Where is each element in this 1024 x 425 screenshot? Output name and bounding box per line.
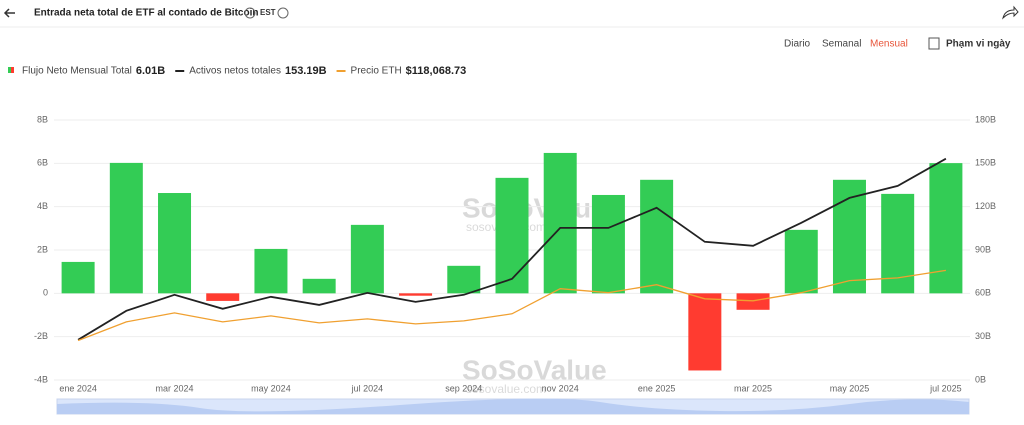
y-tick-label: -4B xyxy=(34,374,48,384)
bar xyxy=(109,162,143,294)
x-tick-label: may 2024 xyxy=(251,383,291,393)
tab[interactable]: Diario xyxy=(784,39,811,50)
x-tick-label: jul 2025 xyxy=(929,383,962,393)
legend-name: Activos netos totales xyxy=(189,66,281,77)
legend-swatch xyxy=(8,67,11,73)
y2-tick-label: 180B xyxy=(975,114,996,124)
bar xyxy=(591,194,625,294)
x-tick-label: ene 2024 xyxy=(59,383,97,393)
bar xyxy=(640,179,674,294)
legend-name: Precio ETH xyxy=(351,66,402,77)
bar xyxy=(495,177,529,294)
watermark: SoSoValue sosovalue.com SoSoValue sosova… xyxy=(462,192,607,396)
date-range-button[interactable]: Phạm vi ngày xyxy=(946,39,1011,50)
y-tick-label: 4B xyxy=(37,201,48,211)
back-button[interactable] xyxy=(3,8,15,18)
top-bar xyxy=(0,0,1024,27)
legend-value: 6.01B xyxy=(136,65,165,77)
share-button[interactable] xyxy=(1002,5,1019,20)
calendar-icon xyxy=(928,37,940,50)
x-tick-label: mar 2024 xyxy=(156,383,194,393)
y2-tick-label: 60B xyxy=(975,288,991,298)
bar xyxy=(736,293,770,310)
x-tick-label: nov 2024 xyxy=(542,383,579,393)
x-tick-label: may 2025 xyxy=(830,383,870,393)
x-tick-label: mar 2025 xyxy=(734,383,772,393)
y-tick-label: -2B xyxy=(34,331,48,341)
x-tick-label: jul 2024 xyxy=(351,383,384,393)
y2-tick-label: 90B xyxy=(975,244,991,254)
watermark-text: SoSoValue xyxy=(462,192,607,223)
y2-tick-label: 150B xyxy=(975,158,996,168)
page-title: Entrada neta total de ETF al contado de … xyxy=(34,8,258,19)
navigator-area xyxy=(57,398,969,414)
bar xyxy=(61,261,95,294)
line xyxy=(77,157,947,341)
timezone: EST xyxy=(260,8,276,17)
bar xyxy=(784,229,818,294)
y2-tick-label: 0B xyxy=(975,374,986,384)
bar xyxy=(158,193,192,294)
x-tick-label: ene 2025 xyxy=(638,383,676,393)
info-icon[interactable] xyxy=(244,7,256,19)
y2-tick-label: 30B xyxy=(975,331,991,341)
bar xyxy=(688,293,722,371)
tab[interactable]: Semanal xyxy=(822,39,861,50)
legend-swatch xyxy=(11,67,14,73)
bar xyxy=(929,163,963,294)
x-tick-label: sep 2024 xyxy=(445,383,482,393)
y2-tick-label: 120B xyxy=(975,201,996,211)
y-tick-label: 6B xyxy=(37,158,48,168)
tab-active[interactable]: Mensual xyxy=(870,39,908,50)
watermark-url: sosovalue.com xyxy=(466,382,546,396)
y-tick-label: 2B xyxy=(37,244,48,254)
bar xyxy=(254,248,288,294)
line xyxy=(77,269,946,342)
info-icon[interactable] xyxy=(277,7,289,19)
y-tick-label: 0 xyxy=(43,288,48,298)
bar xyxy=(832,179,866,294)
bar xyxy=(399,293,433,296)
y-tick-label: 8B xyxy=(37,114,48,124)
legend-name: Flujo Neto Mensual Total xyxy=(22,66,132,77)
bar xyxy=(447,265,481,294)
bar xyxy=(350,224,384,294)
bar xyxy=(302,278,336,294)
watermark-text: SoSoValue xyxy=(462,354,607,385)
bar xyxy=(543,152,577,294)
legend-value: 153.19B xyxy=(285,65,327,77)
legend-value: $118,068.73 xyxy=(406,65,467,77)
bar xyxy=(206,293,240,301)
